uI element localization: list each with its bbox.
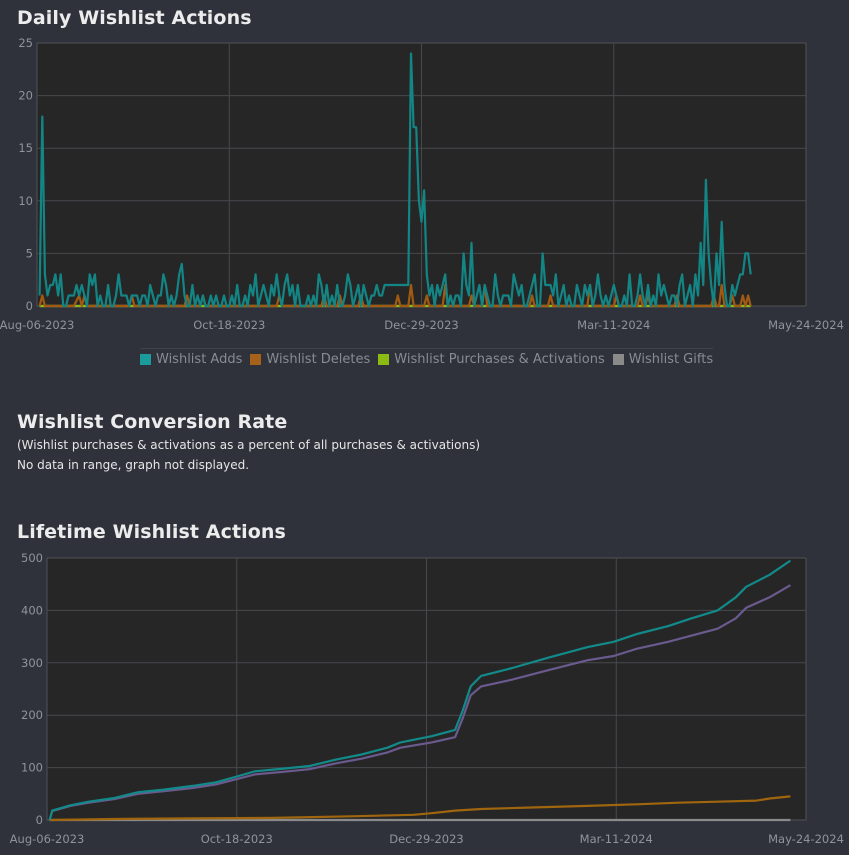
lifetime-chart-title: Lifetime Wishlist Actions <box>17 521 286 543</box>
legend-item[interactable]: Wishlist Gifts <box>612 351 714 367</box>
x-tick-label: Oct-18-2023 <box>201 832 273 846</box>
legend-label: Wishlist Purchases & Activations <box>394 351 605 367</box>
series-line <box>38 52 752 308</box>
lifetime-wishlist-chart: 0 100 200 300 400 500 Aug-06-2023 Oct-18-2023 De… <box>10 551 844 846</box>
legend-swatch-icon <box>140 353 151 365</box>
x-tick-label: Aug-06-2023 <box>0 318 74 332</box>
grid-lines <box>37 43 806 306</box>
x-tick-label: Mar-11-2024 <box>580 832 653 846</box>
y-tick-label: 25 <box>18 36 33 50</box>
y-tick-label: 10 <box>18 194 33 208</box>
legend-label: Wishlist Adds <box>156 351 243 367</box>
y-tick-label: 300 <box>21 656 43 670</box>
daily-chart-legend: Wishlist Adds Wishlist Deletes Wishlist Pu… <box>140 348 714 369</box>
series-line <box>48 559 792 821</box>
grid-lines <box>47 558 806 820</box>
legend-swatch-icon <box>612 353 624 365</box>
x-tick-label: Dec-29-2023 <box>384 318 458 332</box>
x-tick-label: Aug-06-2023 <box>10 832 85 846</box>
legend-item[interactable]: Wishlist Deletes <box>250 352 370 367</box>
y-tick-label: 15 <box>18 141 33 155</box>
series-line <box>49 795 791 822</box>
legend-swatch-icon <box>250 353 262 365</box>
legend-swatch-icon <box>378 353 390 365</box>
x-tick-label: Oct-18-2023 <box>193 318 265 332</box>
y-tick-label: 20 <box>18 89 33 103</box>
y-tick-label: 0 <box>36 813 43 827</box>
series-line <box>48 584 791 821</box>
y-tick-label: 100 <box>21 761 43 775</box>
legend-label: Wishlist Gifts <box>628 351 714 367</box>
x-tick-label: Dec-29-2023 <box>389 832 463 846</box>
daily-chart-title: Daily Wishlist Actions <box>17 7 252 29</box>
daily-wishlist-chart: 0 5 10 15 20 25 Aug-06-2023 Oct-18-2023 Dec-29-2… <box>0 36 844 332</box>
x-tick-label: Mar-11-2024 <box>577 318 650 332</box>
conversion-rate-title: Wishlist Conversion Rate <box>17 411 288 433</box>
y-tick-label: 0 <box>26 299 33 313</box>
legend-item[interactable]: Wishlist Adds <box>140 352 242 367</box>
conversion-rate-message: No data in range, graph not displayed. <box>17 458 250 472</box>
y-tick-label: 200 <box>21 708 43 722</box>
y-tick-label: 500 <box>21 551 43 565</box>
legend-label: Wishlist Deletes <box>266 351 371 367</box>
y-tick-label: 5 <box>26 246 33 260</box>
legend-item[interactable]: Wishlist Purchases & Activations <box>378 351 605 367</box>
x-tick-label: May-24-2024 <box>768 318 844 332</box>
conversion-rate-subtitle: (Wishlist purchases & activations as a p… <box>17 438 481 452</box>
x-tick-label: May-24-2024 <box>768 832 844 846</box>
y-tick-label: 400 <box>21 603 43 617</box>
